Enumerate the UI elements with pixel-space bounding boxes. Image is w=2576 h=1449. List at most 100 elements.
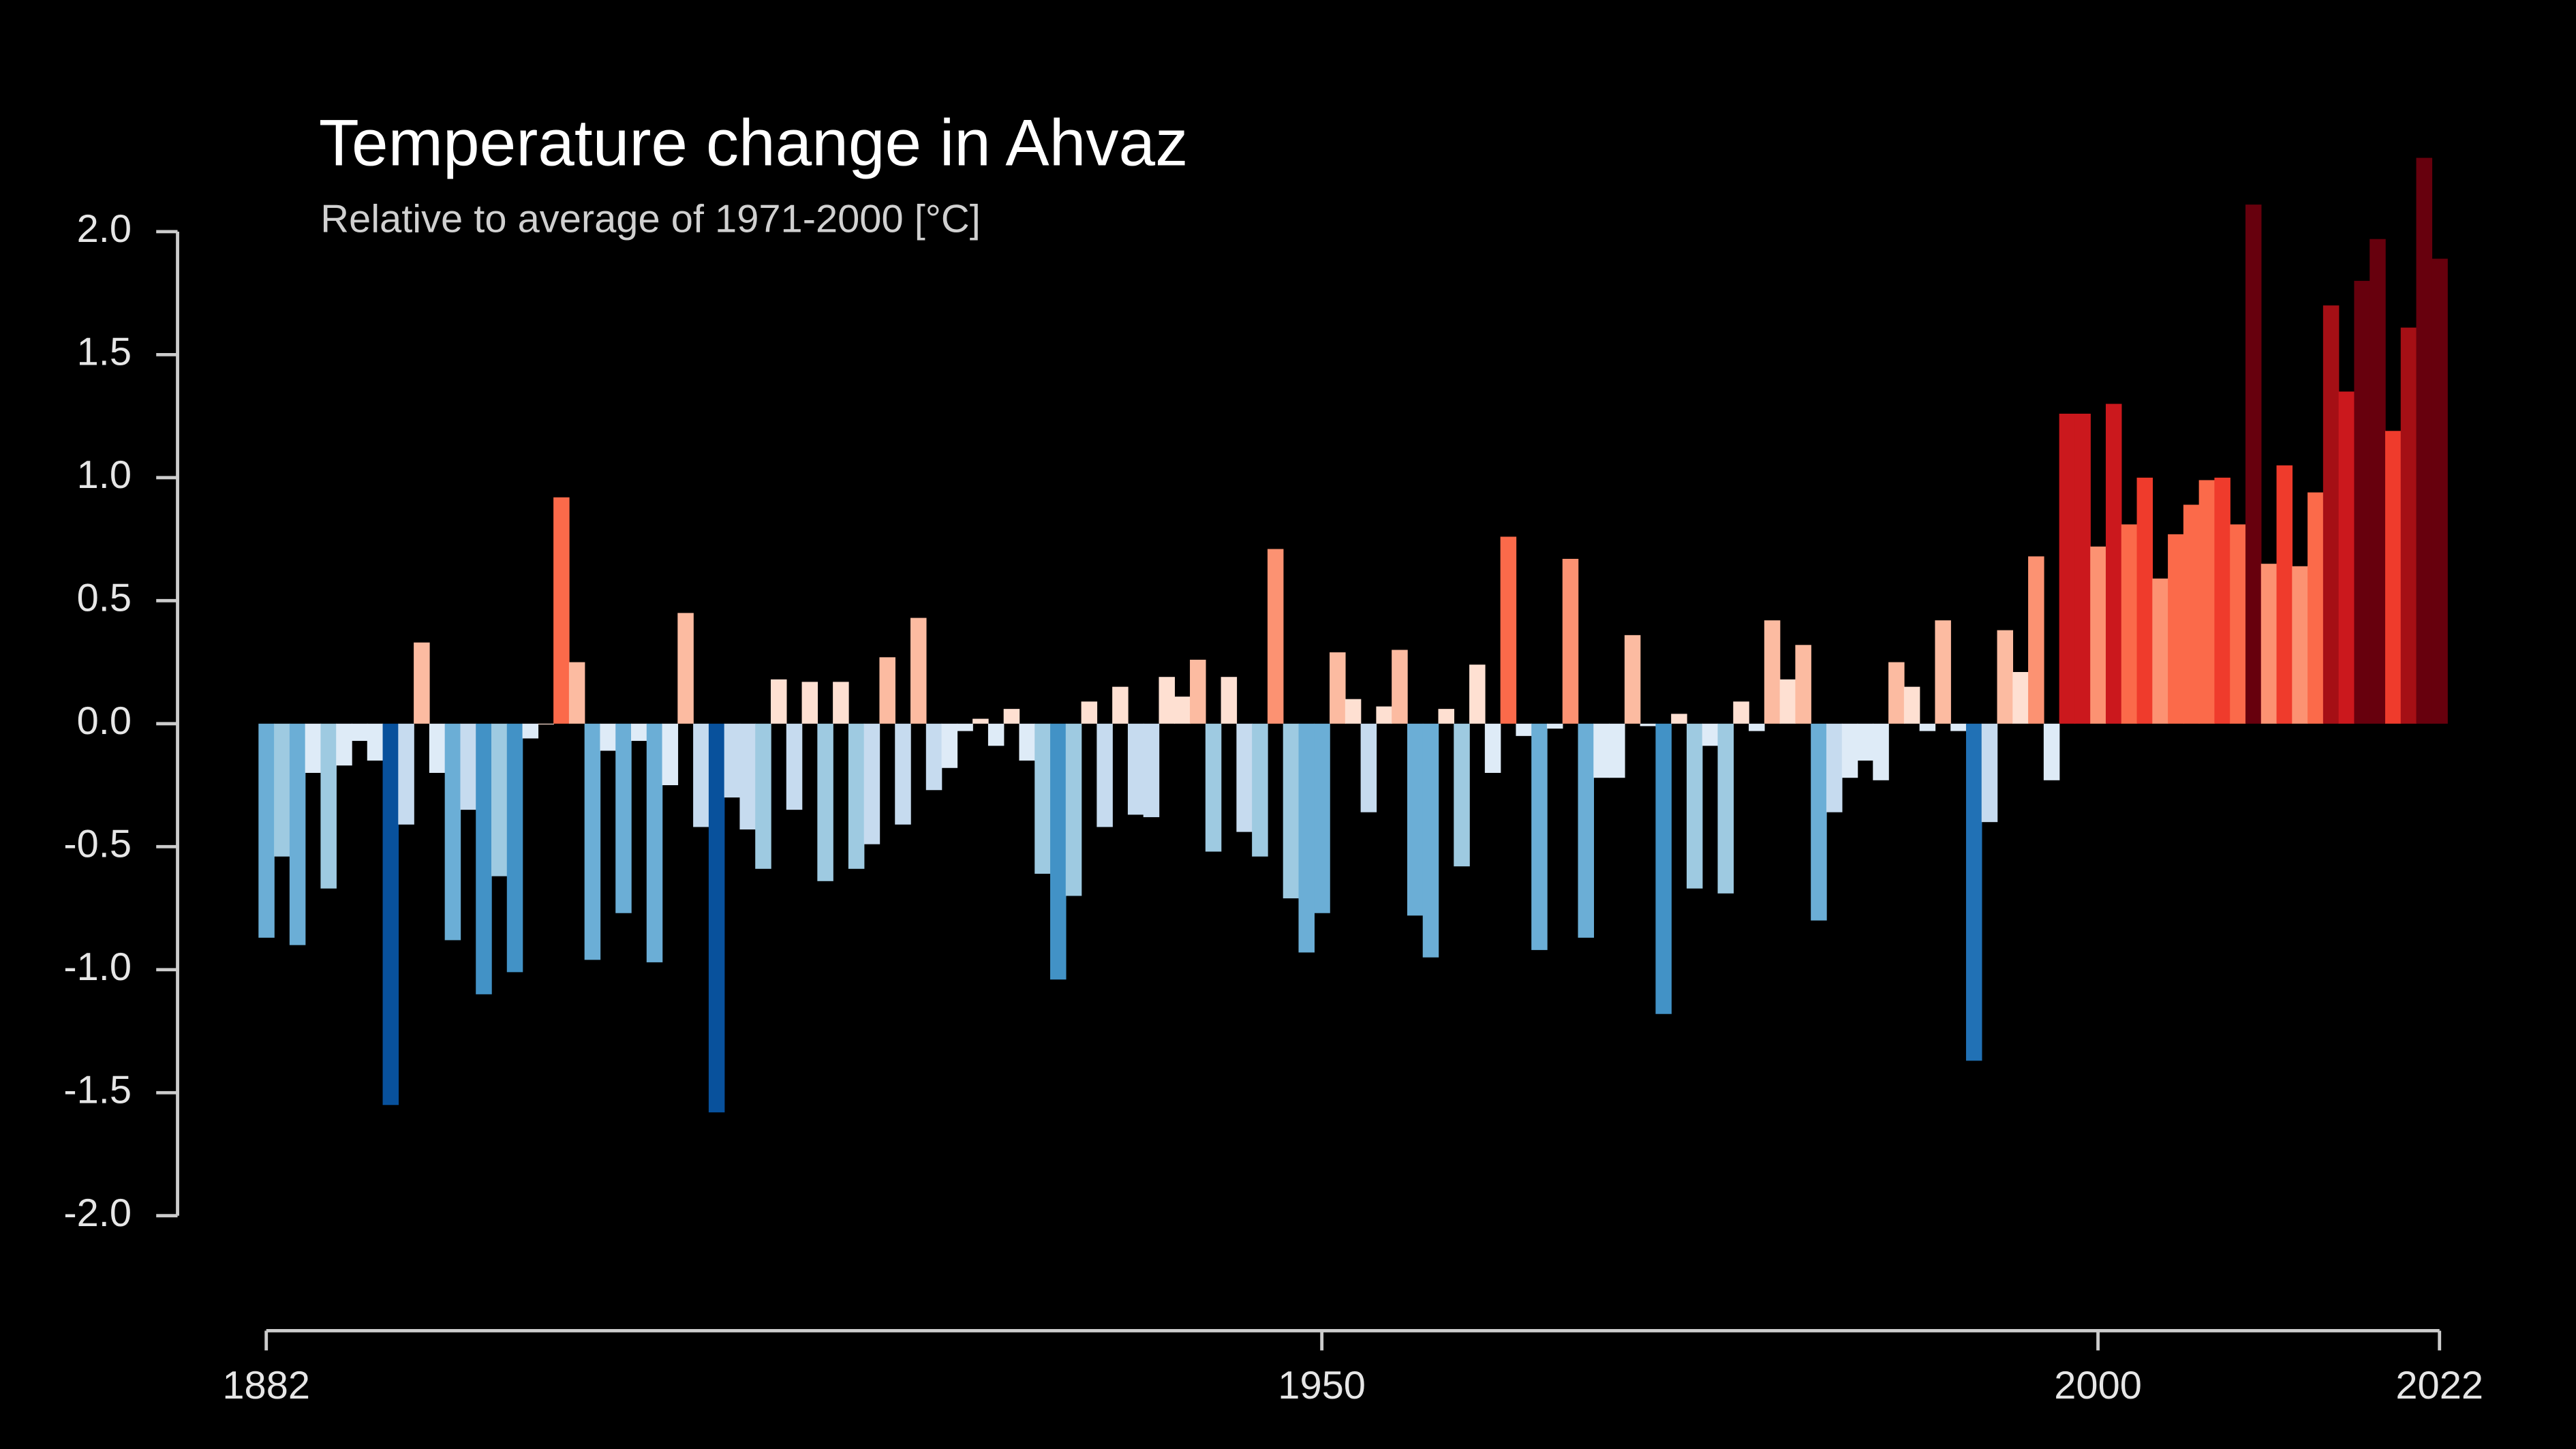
bar: [1392, 650, 1408, 724]
bar: [2198, 480, 2215, 724]
bar: [460, 723, 476, 810]
bar: [662, 723, 679, 786]
bar: [1624, 635, 1641, 724]
bar: [1438, 709, 1454, 724]
bar: [1811, 723, 1827, 921]
bar: [1143, 723, 1160, 817]
bar: [1562, 558, 1579, 724]
bar: [1314, 723, 1330, 913]
bar: [771, 679, 787, 724]
bar: [987, 723, 1005, 746]
bar: [677, 613, 694, 724]
bar: [522, 723, 539, 739]
bar: [367, 723, 384, 761]
bar: [1097, 723, 1113, 827]
bar: [2105, 403, 2122, 724]
bar: [2214, 477, 2230, 724]
bar: [1484, 723, 1501, 773]
bar: [2307, 492, 2324, 724]
bar: [2043, 723, 2060, 780]
bar: [1516, 723, 1532, 736]
bar: [972, 718, 989, 724]
bar: [1749, 723, 1765, 731]
bar: [848, 723, 865, 869]
bar: [1174, 697, 1191, 724]
bar: [1376, 706, 1392, 724]
bar: [1469, 665, 1486, 724]
bar: [1003, 709, 1020, 724]
bar: [1019, 723, 1035, 761]
bar: [258, 723, 275, 938]
bar: [351, 723, 368, 742]
bar: [1764, 620, 1781, 724]
bar: [2245, 204, 2262, 724]
y-tick-label: 1.0: [77, 453, 132, 497]
bar: [724, 723, 741, 798]
bar: [1531, 723, 1548, 950]
bar: [2074, 413, 2091, 724]
bar: [2276, 465, 2293, 724]
bar: [1127, 723, 1144, 815]
bar: [863, 723, 880, 844]
bar: [398, 723, 414, 825]
bar: [2059, 413, 2076, 724]
bar: [1159, 677, 1175, 724]
bar: [382, 723, 399, 1105]
bar: [1360, 723, 1377, 812]
bar: [506, 723, 523, 973]
y-tick-label: -2.0: [63, 1191, 132, 1235]
bar: [476, 723, 492, 994]
bar: [584, 723, 601, 960]
bar: [2292, 566, 2308, 724]
bar: [1903, 686, 1920, 724]
bar: [1236, 723, 1253, 832]
chart-title: Temperature change in Ahvaz: [319, 106, 1189, 179]
bar: [1981, 723, 1998, 823]
bar: [1221, 677, 1238, 724]
bar: [2028, 556, 2044, 724]
x-tick-label: 2022: [2395, 1364, 2483, 1407]
bar: [600, 723, 616, 751]
bar: [2354, 281, 2370, 724]
y-tick-label: -1.0: [63, 945, 132, 989]
bar: [879, 657, 895, 724]
bar: [1500, 536, 1517, 724]
bar: [2183, 504, 2200, 724]
bar: [2370, 239, 2386, 724]
bar: [1407, 723, 1424, 916]
bar: [1546, 723, 1563, 729]
bar: [2012, 671, 2029, 724]
bar: [708, 723, 725, 1113]
bar: [1298, 723, 1315, 953]
bar: [1330, 652, 1346, 724]
y-tick-label: 2.0: [77, 207, 132, 251]
bar: [2432, 258, 2448, 724]
bar: [1671, 714, 1687, 724]
bar: [1593, 723, 1610, 778]
bar: [925, 723, 942, 791]
bar: [1283, 723, 1300, 899]
bar: [1252, 723, 1268, 857]
bar: [320, 723, 337, 889]
bar: [568, 662, 585, 724]
bar: [2260, 564, 2278, 724]
bar: [646, 723, 663, 962]
bar: [336, 723, 352, 766]
bar: [1857, 723, 1874, 761]
bar: [1888, 662, 1905, 724]
bar: [1702, 723, 1719, 746]
bar: [1267, 549, 1284, 724]
bar: [957, 723, 973, 731]
y-tick-label: 0.0: [77, 699, 132, 743]
bar: [305, 723, 322, 773]
bar: [2090, 546, 2106, 724]
bar: [1826, 723, 1843, 812]
chart-subtitle: Relative to average of 1971-2000 [°C]: [320, 198, 981, 241]
bar: [1873, 723, 1889, 780]
bar: [2400, 327, 2417, 724]
x-tick-label: 2000: [2054, 1364, 2142, 1407]
bar: [1965, 723, 1982, 1061]
bar: [2322, 305, 2340, 724]
x-tick-label: 1882: [222, 1364, 310, 1407]
